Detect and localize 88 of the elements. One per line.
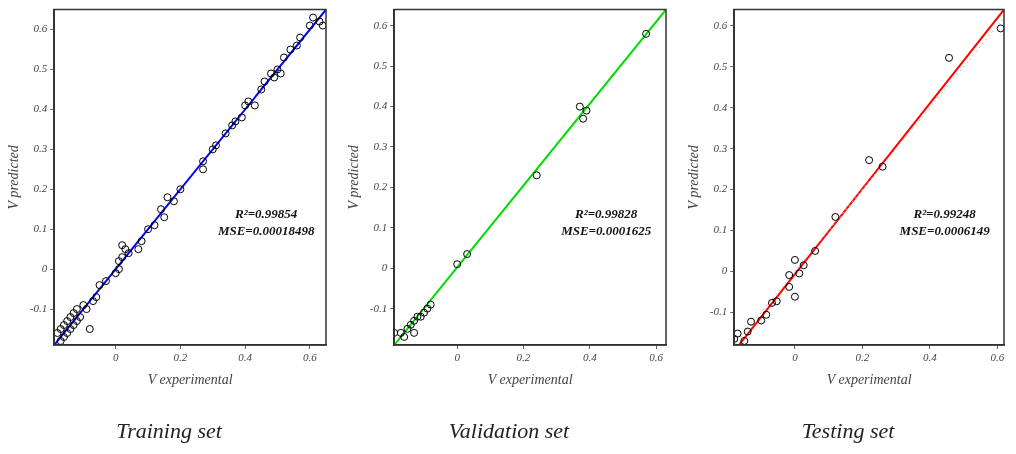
y-tick-label: 0.5 [373, 59, 388, 72]
point [740, 336, 749, 345]
point [575, 102, 584, 111]
annotation: R²=0.99828 [574, 205, 638, 221]
point [785, 271, 794, 280]
y-tick-label: 0.4 [33, 102, 48, 115]
point [403, 324, 412, 333]
point [423, 304, 432, 313]
point [406, 320, 415, 329]
y-tick-label: 0.2 [33, 182, 48, 195]
y-tick-label: 0.5 [33, 62, 48, 75]
point [811, 246, 820, 255]
text: Validation set [447, 418, 571, 444]
y-tick-label: 0.3 [373, 139, 388, 152]
x-tick-label: 0.2 [855, 351, 870, 364]
y-tick-label: 0.6 [33, 22, 48, 35]
y-tick-label: 0.6 [373, 18, 388, 31]
y-tick-label: 0 [381, 261, 388, 274]
point [579, 114, 588, 123]
y-tick-label: 0.1 [33, 222, 48, 235]
y-tick-label: 0.2 [373, 180, 388, 193]
text: Training set [115, 418, 224, 444]
y-tick-label: 0.3 [33, 142, 48, 155]
y-tick-label: 0.4 [713, 100, 728, 113]
point [790, 255, 799, 264]
x-tick-label: 0.2 [516, 351, 531, 364]
point [878, 162, 887, 171]
point [396, 328, 405, 337]
point [410, 328, 419, 337]
x-axis-title: V experimental [147, 372, 233, 388]
point [865, 156, 874, 165]
x-tick-label: 0 [112, 351, 119, 364]
annotation: R²=0.99854 [234, 205, 298, 221]
y-tick-label: 0.6 [713, 18, 728, 31]
point [532, 171, 541, 180]
x-tick-label: 0.4 [582, 351, 598, 364]
x-axis-title: V experimental [826, 372, 912, 388]
x-tick-label: 0.4 [238, 351, 253, 364]
y-tick-label: -0.1 [369, 301, 388, 314]
point [734, 329, 742, 338]
point [413, 312, 422, 321]
point [743, 327, 752, 336]
x-axis-title: V experimental [487, 372, 573, 388]
point [582, 106, 591, 115]
x-tick-label: 0.2 [173, 351, 188, 364]
point [945, 53, 954, 62]
point [420, 308, 429, 317]
annotation: MSE=0.0006149 [898, 222, 991, 238]
x-tick-label: 0.6 [649, 351, 664, 364]
point [762, 310, 771, 319]
point [416, 312, 425, 321]
point [772, 297, 781, 306]
y-axis-title: V predicted [686, 144, 702, 210]
point [757, 316, 766, 325]
point [463, 250, 472, 259]
y-tick-label: 0.1 [373, 220, 388, 233]
y-tick-label: 0.3 [713, 141, 728, 154]
point [799, 261, 808, 270]
y-tick-label: 0 [721, 264, 728, 277]
x-tick-label: 0 [792, 351, 799, 364]
y-tick-label: 0.5 [713, 59, 728, 72]
point [642, 29, 651, 38]
y-tick-label: 0.2 [713, 182, 728, 195]
y-tick-label: -0.1 [709, 305, 728, 318]
x-tick-label: 0.4 [922, 351, 938, 364]
y-axis-title: V predicted [346, 144, 362, 210]
text: Testing set [800, 418, 896, 444]
y-tick-label: 0.1 [713, 223, 728, 236]
y-tick-label: -0.1 [29, 301, 48, 314]
point [767, 298, 776, 307]
x-tick-label: 0.6 [302, 351, 318, 364]
point [400, 332, 409, 341]
point [831, 212, 840, 221]
point [426, 300, 435, 309]
y-axis-title: V predicted [6, 144, 22, 210]
point [453, 260, 462, 269]
annotation: MSE=0.0001625 [560, 222, 652, 238]
x-tick-label: 0 [454, 351, 461, 364]
point [795, 269, 804, 278]
point [410, 316, 419, 325]
y-tick-label: 0.4 [373, 99, 388, 112]
point [747, 317, 756, 326]
y-tick-label: 0 [41, 262, 48, 275]
point [785, 282, 794, 291]
point [790, 292, 799, 301]
x-tick-label: 0.6 [990, 351, 1005, 364]
annotation: R²=0.99248 [912, 205, 977, 221]
annotation: MSE=0.00018498 [216, 222, 316, 238]
